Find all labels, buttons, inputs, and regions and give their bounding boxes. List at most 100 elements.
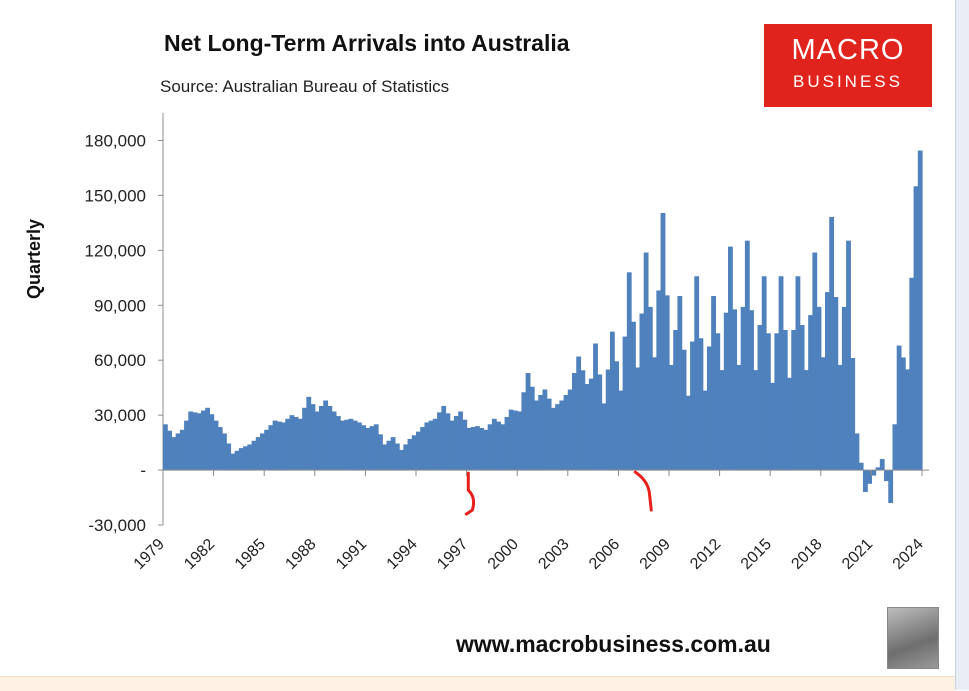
bar	[567, 389, 573, 471]
x-tick-label: 2021	[839, 536, 876, 573]
bar	[394, 443, 400, 471]
bar	[491, 418, 497, 471]
bar	[382, 444, 388, 471]
bar	[428, 420, 434, 471]
bar	[512, 410, 518, 471]
bar	[281, 422, 286, 471]
bar	[635, 367, 641, 471]
bar	[504, 416, 510, 471]
bar	[563, 394, 569, 471]
bar	[597, 374, 603, 471]
y-tick-label: 90,000	[94, 296, 146, 315]
bar	[576, 356, 582, 471]
bar	[799, 325, 805, 471]
bar	[825, 292, 830, 471]
bar	[407, 438, 413, 471]
bar	[319, 405, 324, 471]
bar	[702, 390, 708, 471]
bar	[605, 369, 611, 471]
bar	[787, 377, 792, 471]
y-tick-label: 60,000	[94, 351, 146, 370]
x-tick-label: 2000	[485, 536, 522, 573]
wolf-logo-icon	[887, 607, 939, 669]
bar	[175, 433, 181, 471]
bar	[352, 420, 358, 471]
bar	[521, 392, 527, 471]
bar	[500, 424, 506, 471]
bar	[310, 404, 316, 471]
bar	[896, 345, 902, 471]
bar	[588, 378, 594, 471]
bar	[390, 437, 396, 471]
bar	[770, 382, 776, 471]
bar	[631, 321, 636, 471]
bar	[812, 252, 818, 471]
logo-line1: MACRO	[791, 34, 905, 66]
bar	[555, 404, 560, 471]
bar	[778, 276, 784, 471]
bar	[542, 389, 548, 471]
bar	[432, 418, 438, 471]
bar	[453, 416, 459, 471]
bar	[171, 437, 177, 471]
bar	[192, 412, 198, 471]
bar	[774, 333, 780, 471]
x-tick-label: 2024	[890, 536, 927, 573]
chart-subtitle: Source: Australian Bureau of Statistics	[160, 77, 450, 96]
y-axis-label: Quarterly	[24, 219, 44, 299]
bar	[732, 309, 738, 471]
bar	[858, 462, 864, 471]
bar	[255, 437, 261, 471]
bar	[243, 446, 248, 471]
bar	[572, 373, 577, 471]
bar	[179, 429, 185, 471]
bar	[525, 373, 531, 471]
bar	[601, 403, 607, 471]
bar	[209, 414, 215, 471]
bar	[483, 429, 489, 471]
bar	[365, 427, 371, 471]
bar	[614, 361, 619, 471]
bar	[706, 346, 712, 471]
bar	[765, 333, 771, 471]
bar	[496, 421, 501, 471]
bar	[669, 364, 674, 471]
y-tick-label: 180,000	[85, 131, 146, 150]
bar	[276, 421, 282, 471]
bar	[656, 290, 662, 471]
bar	[723, 312, 729, 471]
website-url: www.macrobusiness.com.au	[456, 631, 771, 657]
x-tick-label: 1979	[131, 536, 168, 573]
bar	[475, 426, 480, 471]
bar	[795, 276, 801, 471]
bar	[302, 407, 307, 471]
bar	[234, 450, 240, 471]
bar	[517, 411, 523, 471]
y-tick-label: 30,000	[94, 406, 146, 425]
bar	[875, 467, 881, 471]
bar	[285, 418, 291, 471]
bar	[909, 277, 915, 471]
bar	[487, 424, 493, 471]
bar	[163, 424, 168, 471]
bar	[715, 333, 721, 471]
bar	[508, 409, 514, 471]
bar	[399, 449, 404, 471]
bar	[664, 295, 670, 471]
bar	[416, 431, 421, 471]
bar	[749, 310, 754, 471]
bar	[841, 306, 847, 471]
bar	[424, 422, 430, 471]
bar	[854, 433, 860, 471]
bar	[728, 246, 733, 471]
bar	[719, 370, 725, 471]
bar	[736, 364, 742, 471]
bar	[348, 418, 354, 471]
bar	[369, 426, 375, 471]
bar	[323, 400, 329, 471]
bar	[314, 411, 320, 471]
bar	[652, 357, 657, 471]
bar	[437, 412, 442, 471]
x-tick-label: 2015	[738, 536, 775, 573]
